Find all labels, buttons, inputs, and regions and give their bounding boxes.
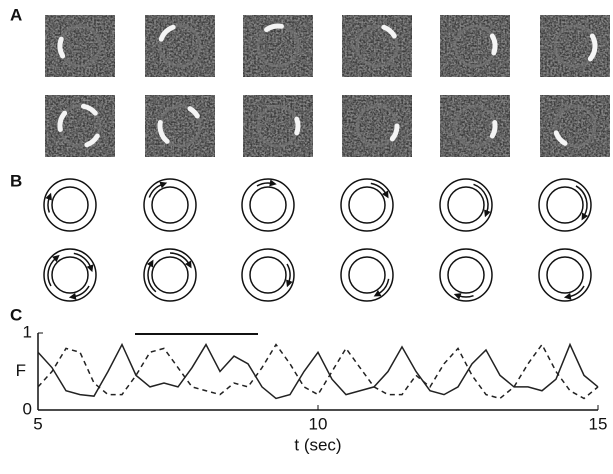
outer-ring bbox=[241, 248, 295, 302]
outer-ring bbox=[143, 178, 197, 232]
arrowhead bbox=[269, 179, 277, 187]
image-tile-noise bbox=[540, 95, 610, 157]
motion-arc bbox=[575, 185, 588, 217]
bright-arc bbox=[157, 120, 170, 144]
x-tick-label: 10 bbox=[309, 414, 328, 433]
x-axis-label: t (sec) bbox=[294, 435, 341, 454]
image-tile-noise bbox=[145, 15, 215, 77]
outer-ring bbox=[340, 178, 394, 232]
bright-arc bbox=[57, 36, 66, 59]
outer-ring bbox=[43, 248, 97, 302]
outer-ring bbox=[439, 248, 493, 302]
image-tile-noise bbox=[243, 95, 313, 157]
y-tick-label: 1 bbox=[23, 322, 32, 341]
y-axis-label: F bbox=[16, 361, 26, 380]
outer-ring bbox=[439, 178, 493, 232]
arrowhead bbox=[159, 181, 168, 189]
bright-arc bbox=[57, 110, 68, 132]
bright-arc bbox=[187, 106, 200, 119]
arrowhead bbox=[453, 293, 462, 300]
panel-label: C bbox=[10, 305, 22, 324]
arrowhead bbox=[86, 264, 94, 273]
inner-ring bbox=[151, 256, 189, 294]
arrowhead bbox=[563, 292, 572, 300]
faint-ring bbox=[553, 104, 597, 148]
outer-ring bbox=[241, 178, 295, 232]
outer-ring bbox=[43, 178, 97, 232]
arrowhead bbox=[373, 290, 382, 297]
motion-arc bbox=[147, 263, 157, 293]
outer-ring bbox=[538, 178, 592, 232]
bright-arc bbox=[158, 24, 176, 42]
image-grid bbox=[45, 15, 610, 157]
image-tile-noise bbox=[440, 95, 510, 157]
panel-label: B bbox=[10, 171, 22, 190]
arrowhead bbox=[45, 192, 52, 201]
faint-ring bbox=[158, 24, 202, 68]
bright-arc bbox=[381, 24, 397, 39]
bright-arc bbox=[80, 103, 98, 116]
ring-diagrams bbox=[43, 178, 592, 302]
image-tile-noise bbox=[45, 95, 115, 157]
outer-ring bbox=[538, 248, 592, 302]
image-tile-noise bbox=[440, 15, 510, 77]
x-tick-label: 15 bbox=[589, 414, 608, 433]
image-tile-noise bbox=[342, 15, 412, 77]
arrowhead bbox=[286, 279, 293, 288]
bright-arc bbox=[294, 116, 301, 136]
inner-ring bbox=[348, 256, 386, 294]
inner-ring bbox=[51, 256, 89, 294]
bright-arc bbox=[553, 130, 568, 146]
image-tile-noise bbox=[540, 15, 610, 77]
inner-ring bbox=[249, 256, 287, 294]
arrowhead bbox=[581, 212, 589, 221]
bright-arc bbox=[389, 123, 400, 142]
x-tick-label: 5 bbox=[33, 414, 42, 433]
bright-arc bbox=[587, 33, 598, 62]
inner-ring bbox=[249, 186, 287, 224]
inner-ring bbox=[51, 186, 89, 224]
outer-ring bbox=[143, 248, 197, 302]
arrowhead bbox=[484, 209, 491, 218]
bright-arc bbox=[489, 33, 498, 56]
image-tile-noise bbox=[342, 95, 412, 157]
trace-line bbox=[37, 343, 599, 400]
bright-arc bbox=[264, 23, 284, 33]
arrowhead bbox=[382, 190, 389, 199]
faint-ring bbox=[355, 24, 399, 68]
image-tile-noise bbox=[45, 15, 115, 77]
inner-ring bbox=[447, 186, 485, 224]
arrowhead bbox=[146, 259, 154, 268]
arrowhead bbox=[52, 254, 60, 263]
bright-arc bbox=[489, 120, 498, 139]
arrowhead bbox=[185, 260, 192, 269]
image-tile-noise bbox=[145, 95, 215, 157]
outer-ring bbox=[340, 248, 394, 302]
motion-arc bbox=[473, 183, 489, 213]
inner-ring bbox=[447, 256, 485, 294]
motion-arc bbox=[47, 257, 57, 287]
inner-ring bbox=[546, 186, 584, 224]
inner-ring bbox=[546, 256, 584, 294]
bright-arc bbox=[84, 133, 100, 148]
inner-ring bbox=[348, 186, 386, 224]
inner-ring bbox=[151, 186, 189, 224]
trace-line bbox=[37, 342, 599, 400]
y-tick-label: 0 bbox=[23, 399, 32, 418]
arrowhead bbox=[68, 292, 77, 300]
panel-label: A bbox=[10, 5, 22, 24]
